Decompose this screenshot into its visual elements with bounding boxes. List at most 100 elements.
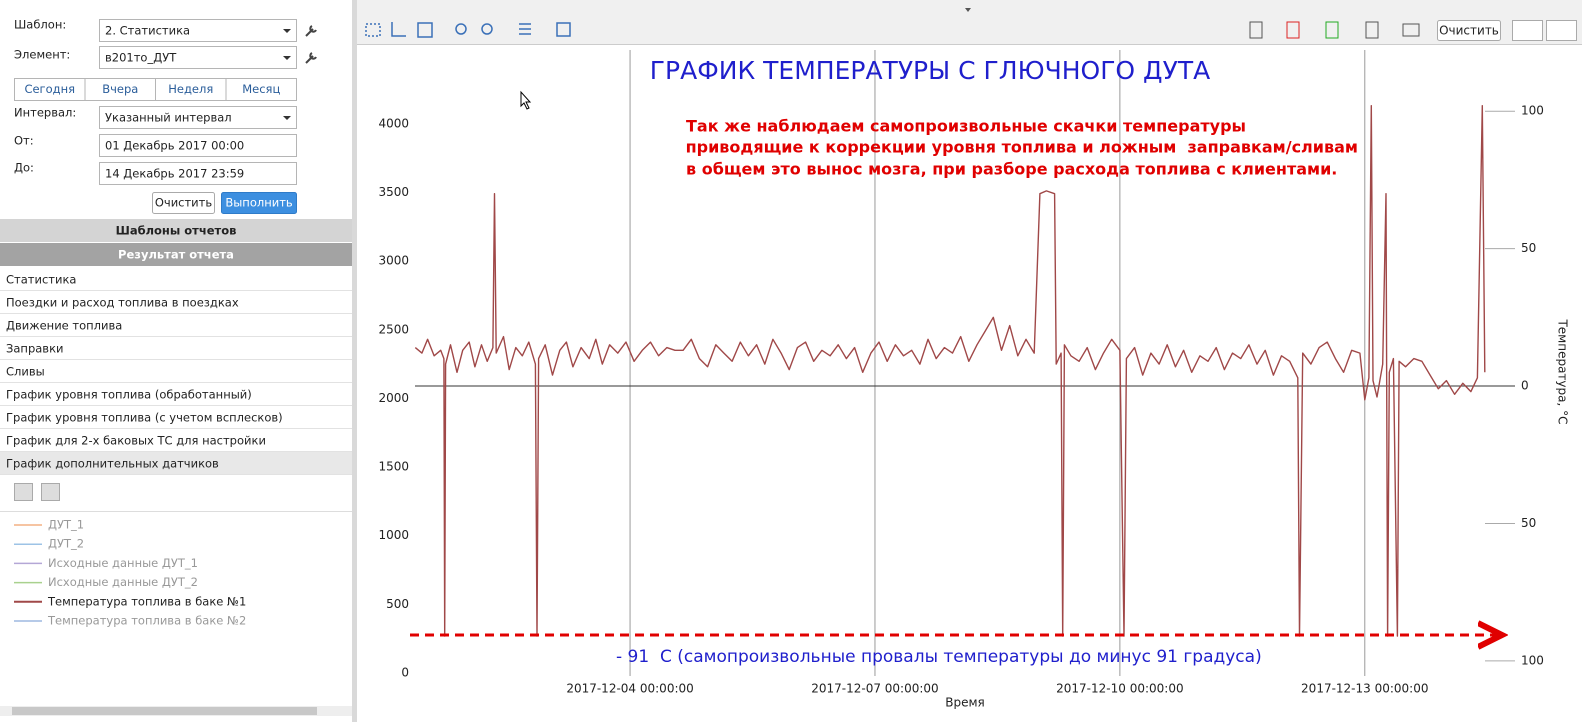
label: Элемент: bbox=[14, 48, 70, 62]
collapse-arrow[interactable] bbox=[965, 8, 971, 12]
button-label: Очистить bbox=[1439, 24, 1499, 38]
icon-button[interactable] bbox=[41, 483, 60, 501]
x-tick-label: 2017-12-07 00:00:00 bbox=[811, 682, 938, 696]
report-label: График для 2-х баковых ТС для настройки bbox=[6, 434, 266, 448]
report-item[interactable] bbox=[0, 268, 352, 291]
select-value: 2. Статистика bbox=[105, 24, 190, 38]
report-label: График дополнительных датчиков bbox=[6, 457, 219, 471]
chart: 2017-12-04 00:00:00 2017-12-07 00:00:00 20… bbox=[378, 50, 1570, 710]
zoom-x-icon[interactable] bbox=[391, 22, 406, 37]
y2-axis-label: Температура, °С bbox=[1556, 318, 1570, 424]
y-tick-label: 500 bbox=[386, 597, 409, 611]
period-label: Вчера bbox=[102, 82, 138, 96]
select[interactable] bbox=[99, 106, 297, 129]
layout-button[interactable] bbox=[1546, 20, 1577, 41]
report-item[interactable] bbox=[0, 383, 352, 406]
dropdown-arrow bbox=[283, 116, 291, 120]
report-item[interactable] bbox=[0, 337, 352, 360]
report-item[interactable] bbox=[0, 360, 352, 383]
report-label: Сливы bbox=[6, 365, 45, 379]
run-button[interactable] bbox=[221, 192, 297, 214]
x-tick-label: 2017-12-13 00:00:00 bbox=[1301, 682, 1428, 696]
report-item[interactable] bbox=[0, 314, 352, 337]
select-value: Указанный интервал bbox=[105, 111, 232, 125]
report-item[interactable] bbox=[0, 406, 352, 429]
y2-tick-label: 0 bbox=[1521, 379, 1529, 393]
select-value: в201то_ДУТ bbox=[105, 51, 177, 65]
doc-icon[interactable] bbox=[1249, 21, 1263, 39]
report-item[interactable] bbox=[0, 452, 352, 475]
report-label: График уровня топлива (с учетом всплеско… bbox=[6, 411, 283, 425]
settings-icon[interactable] bbox=[305, 52, 317, 64]
period-button[interactable] bbox=[225, 78, 297, 101]
label: Интервал: bbox=[14, 106, 76, 120]
y-tick-label: 3000 bbox=[378, 254, 409, 268]
y-tick-label: 0 bbox=[401, 665, 409, 679]
print-icon[interactable] bbox=[1402, 23, 1420, 37]
settings-icon[interactable] bbox=[556, 22, 571, 37]
legend-label[interactable]: ДУТ_1 bbox=[48, 518, 84, 532]
date-input[interactable] bbox=[99, 162, 297, 185]
section-header[interactable] bbox=[0, 219, 352, 242]
section-title: Шаблоны отчетов bbox=[116, 224, 237, 238]
select[interactable] bbox=[99, 46, 297, 69]
zoom-fit-icon[interactable] bbox=[417, 22, 433, 38]
map-button[interactable] bbox=[1512, 20, 1543, 41]
period-label: Месяц bbox=[242, 82, 280, 96]
y-tick-label: 1000 bbox=[378, 528, 409, 542]
select[interactable] bbox=[99, 19, 297, 42]
series-line bbox=[414, 105, 1486, 637]
y-tick-label: 2000 bbox=[378, 391, 409, 405]
settings-icon[interactable] bbox=[305, 25, 317, 37]
y2-tick-label: 50 bbox=[1521, 241, 1536, 255]
section-header[interactable] bbox=[0, 243, 352, 266]
label: Шаблон: bbox=[14, 18, 66, 32]
chart-title: ГРАФИК ТЕМПЕРАТУРЫ С ГЛЮЧНОГО ДУТА bbox=[650, 56, 1210, 85]
legend-label[interactable]: Температура топлива в баке №2 bbox=[47, 614, 246, 628]
y2-tick-label: 100 bbox=[1521, 653, 1544, 667]
period-label: Неделя bbox=[168, 82, 213, 96]
splitter[interactable] bbox=[352, 0, 357, 722]
x-tick-label: 2017-12-10 00:00:00 bbox=[1056, 682, 1183, 696]
report-item[interactable] bbox=[0, 291, 352, 314]
x-axis-label: Время bbox=[945, 696, 985, 710]
zoom-select-icon[interactable] bbox=[365, 23, 381, 37]
dropdown-arrow bbox=[283, 29, 291, 33]
button-label: Очистить bbox=[155, 196, 213, 210]
pdf-icon[interactable] bbox=[1286, 21, 1300, 39]
excel-icon[interactable] bbox=[1325, 21, 1339, 39]
annotation: в общем это вынос мозга, при разборе рас… bbox=[686, 160, 1337, 179]
report-item[interactable] bbox=[0, 429, 352, 452]
y-tick-label: 3500 bbox=[378, 185, 409, 199]
report-label: Статистика bbox=[6, 273, 76, 287]
annotation: приводящие к коррекции уровня топлива и … bbox=[680, 138, 1358, 157]
annotation: - 91 С (самопроизвольные провалы темпера… bbox=[616, 647, 1262, 667]
report-label: Заправки bbox=[6, 342, 63, 356]
date-input[interactable] bbox=[99, 134, 297, 157]
export-icon[interactable] bbox=[1365, 21, 1379, 39]
clear-button[interactable] bbox=[1437, 20, 1501, 41]
sidebar: Шаблон: 2. Статистика Элемент: в201то_ДУ… bbox=[0, 0, 357, 722]
label: До: bbox=[14, 161, 34, 175]
legend-label[interactable]: Исходные данные ДУТ_2 bbox=[48, 575, 198, 589]
legend-label[interactable]: ДУТ_2 bbox=[48, 537, 84, 551]
input-value: 01 Декабрь 2017 00:00 bbox=[105, 139, 244, 153]
clear-button[interactable] bbox=[152, 192, 215, 214]
list-icon[interactable] bbox=[519, 23, 531, 35]
button-label: Выполнить bbox=[225, 196, 293, 210]
section-title: Результат отчета bbox=[118, 248, 234, 262]
zoom-in-icon[interactable] bbox=[455, 23, 467, 35]
icon-button[interactable] bbox=[14, 483, 33, 501]
period-label: Сегодня bbox=[24, 82, 75, 96]
dropdown-arrow bbox=[283, 56, 291, 60]
y-tick-label: 2500 bbox=[378, 322, 409, 336]
y2-tick-label: 100 bbox=[1521, 104, 1544, 118]
zoom-out-icon[interactable] bbox=[481, 23, 493, 35]
toolbar: Очистить bbox=[357, 0, 1582, 45]
scroll-thumb[interactable] bbox=[12, 707, 317, 715]
legend-label[interactable]: Температура топлива в баке №1 bbox=[47, 594, 246, 608]
toolbar-bg bbox=[357, 0, 1582, 44]
annotation: Так же наблюдаем самопроизвольные скачки… bbox=[686, 117, 1246, 136]
legend-label[interactable]: Исходные данные ДУТ_1 bbox=[48, 556, 198, 570]
